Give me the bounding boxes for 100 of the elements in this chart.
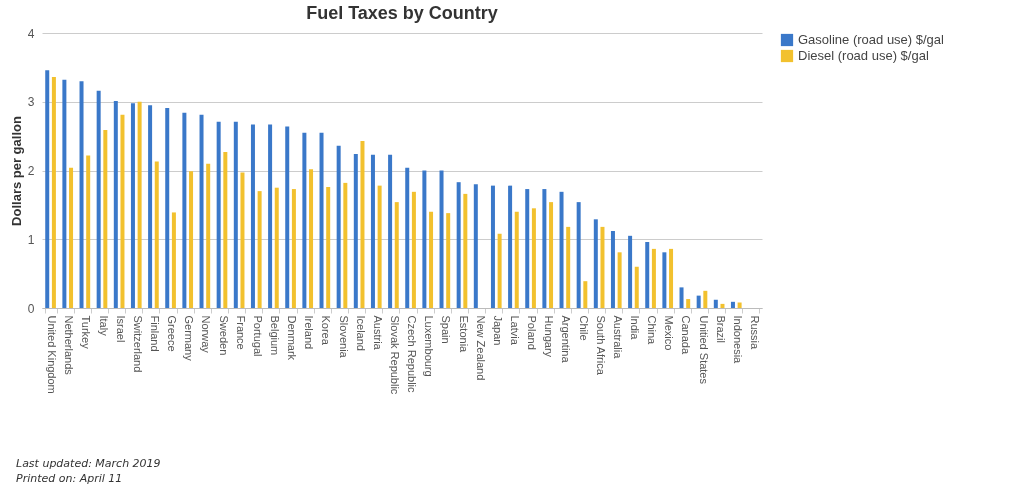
- bar: [651, 248, 656, 308]
- x-tick-label: Hungary: [543, 315, 556, 358]
- x-tick-label: Israel: [114, 315, 127, 343]
- bar: [628, 235, 633, 308]
- bar: [377, 185, 382, 308]
- bar: [456, 182, 461, 308]
- bar: [120, 114, 125, 308]
- bar: [531, 208, 536, 308]
- bar: [62, 79, 67, 308]
- bar: [713, 299, 718, 308]
- bar: [130, 103, 135, 308]
- x-tick-label: Germany: [183, 315, 196, 362]
- bar: [360, 140, 365, 308]
- x-tick-label: Turkey: [80, 315, 93, 350]
- text: Printed on: April 11: [16, 471, 124, 486]
- x-tick-label: Greece: [166, 315, 179, 352]
- bar: [223, 151, 228, 308]
- x-tick-label: Indonesia: [731, 315, 744, 365]
- bar: [576, 202, 581, 308]
- x-tick-label: Japan: [491, 315, 504, 346]
- bar: [669, 248, 674, 308]
- y-axis-title: Dollars per gallon: [8, 116, 24, 226]
- x-tick-label: France: [234, 315, 247, 350]
- bar: [257, 191, 262, 308]
- x-tick-label: Czech Republic: [406, 315, 419, 394]
- bar: [302, 132, 307, 308]
- x-tick-label: Netherlands: [63, 315, 76, 376]
- x-tick-label: Luxembourg: [423, 315, 436, 377]
- bar: [326, 187, 331, 308]
- bar: [86, 155, 91, 308]
- bar: [490, 185, 495, 308]
- x-tick-label: India: [628, 315, 641, 341]
- bar: [645, 242, 650, 308]
- bar: [336, 145, 341, 308]
- x-tick-label: Canada: [680, 315, 693, 355]
- bar: [353, 154, 358, 308]
- bar: [525, 189, 530, 308]
- bar: [370, 154, 375, 308]
- text: Last updated: March 2019: [16, 456, 161, 471]
- x-tick-label: Belgium: [268, 315, 281, 356]
- bar: [508, 185, 513, 308]
- bar: [422, 170, 427, 308]
- bar: [233, 121, 238, 308]
- bar: [600, 226, 605, 308]
- bar: [319, 132, 324, 308]
- x-tick-label: Unitied States: [697, 315, 710, 385]
- bar: [79, 81, 84, 308]
- bar: [730, 301, 735, 308]
- y-tick-label: 2: [27, 164, 35, 178]
- y-tick-label: 1: [27, 232, 35, 247]
- bar: [154, 161, 159, 308]
- bar: [662, 252, 667, 308]
- bar: [720, 303, 725, 308]
- bar: [446, 213, 451, 308]
- bar: [411, 191, 416, 308]
- x-tick-label: Korea: [320, 315, 333, 346]
- bar: [593, 219, 598, 308]
- bar: [394, 202, 399, 308]
- chart-title: Fuel Taxes by Country: [306, 3, 498, 23]
- legend-label: Gasoline (road use) $/gal: [798, 32, 945, 47]
- bar: [103, 129, 108, 308]
- bar: [737, 302, 742, 308]
- x-tick-label: Slovak Republic: [388, 315, 401, 395]
- x-tick-label: Sweden: [217, 315, 230, 356]
- x-tick-label: Mexico: [663, 315, 676, 351]
- x-tick-label: New Zealand: [474, 315, 487, 381]
- bar: [549, 202, 554, 308]
- x-tick-label: Switzerland: [131, 315, 144, 373]
- y-tick-label: 3: [27, 95, 35, 110]
- bar: [566, 226, 571, 308]
- bar: [96, 90, 101, 308]
- legend-label: Diesel (road use) $/gal: [798, 48, 929, 63]
- x-tick-label: Poland: [526, 315, 539, 350]
- bar: [463, 193, 468, 308]
- bar: [199, 114, 204, 308]
- bar: [542, 189, 547, 308]
- x-tick-label: Estonia: [457, 315, 470, 354]
- bar: [439, 170, 444, 308]
- bar: [45, 70, 50, 308]
- bar: [388, 154, 393, 308]
- bar: [216, 121, 221, 308]
- x-tick-label: Austria: [371, 315, 384, 351]
- bar: [291, 189, 296, 308]
- bar: [250, 124, 255, 308]
- x-tick-label: Iceland: [354, 315, 367, 351]
- bar: [617, 252, 622, 308]
- bar: [559, 191, 564, 308]
- bar: [343, 182, 348, 308]
- bar: [171, 212, 176, 308]
- bar: [182, 112, 187, 308]
- x-tick-label: South Africa: [594, 315, 607, 376]
- x-tick-label: Italy: [97, 315, 110, 337]
- x-tick-label: Argentina: [560, 315, 573, 364]
- bar: [285, 126, 290, 308]
- y-tick-label: 4: [27, 26, 35, 41]
- bar: [148, 105, 153, 308]
- bar: [686, 299, 691, 308]
- x-tick-label: Denmark: [286, 315, 299, 361]
- bar: [51, 77, 56, 308]
- bar: [240, 172, 245, 308]
